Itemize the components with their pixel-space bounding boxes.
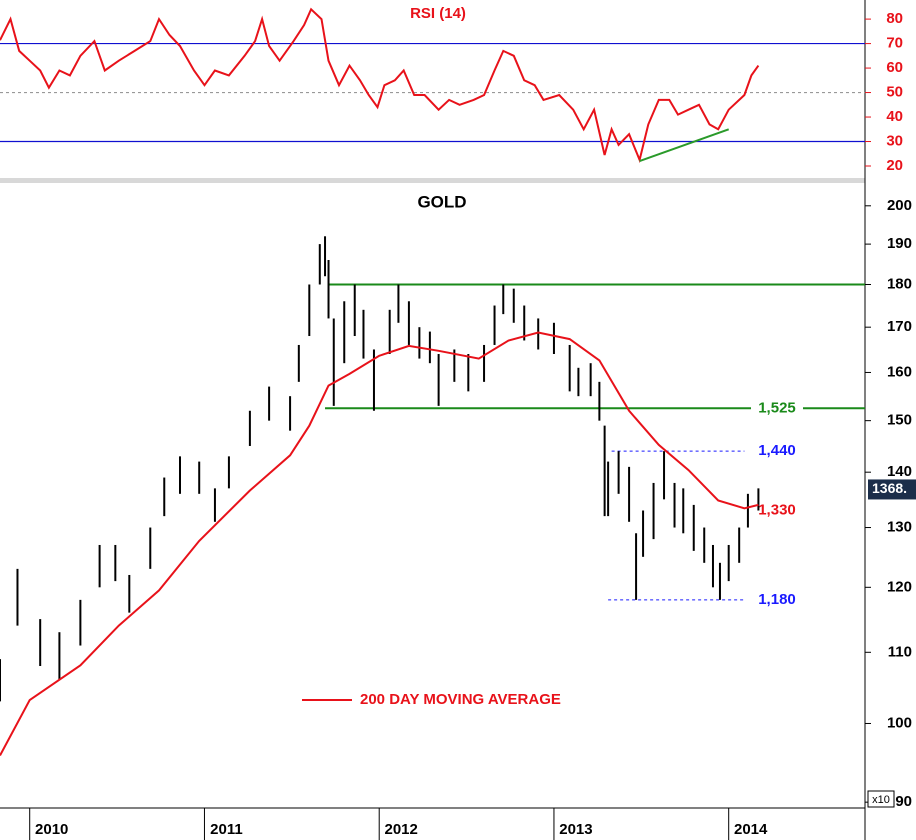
y-tick-label: 60 xyxy=(886,59,903,76)
y-tick-label: 50 xyxy=(886,84,903,101)
y-tick-label: 130 xyxy=(887,519,912,536)
y-tick-label: 120 xyxy=(887,578,912,595)
moving-average-line xyxy=(0,331,759,756)
level-label-bg xyxy=(751,501,803,520)
y-tick-label: 100 xyxy=(887,714,912,731)
y-unit: x10 xyxy=(872,794,890,806)
x-tick-label: 2014 xyxy=(734,821,768,838)
x-tick-label: 2012 xyxy=(385,821,418,838)
level-label: 1,525 xyxy=(758,399,796,416)
legend-label: 200 DAY MOVING AVERAGE xyxy=(360,691,561,708)
y-tick-label: 110 xyxy=(888,643,912,660)
panel-separator xyxy=(0,178,865,183)
y-tick-label: 150 xyxy=(887,412,912,429)
level-label-bg xyxy=(751,442,803,461)
level-label: 1,180 xyxy=(758,591,796,608)
x-tick-label: 2013 xyxy=(559,821,592,838)
y-tick-label: 170 xyxy=(887,318,912,335)
y-tick-label: 40 xyxy=(886,108,903,125)
last-price-label: 1368. xyxy=(872,480,907,496)
y-tick-label: 20 xyxy=(886,157,903,174)
last-price-box xyxy=(868,479,916,500)
x-tick-label: 2011 xyxy=(210,821,243,838)
unit-box xyxy=(867,790,895,808)
level-label-bg xyxy=(751,590,803,609)
y-tick-label: 200 xyxy=(887,197,912,214)
y-tick-label: 190 xyxy=(887,235,912,252)
rsi-title: RSI (14) xyxy=(410,5,466,22)
level-label-bg xyxy=(751,399,803,418)
y-tick-label: 30 xyxy=(886,132,903,149)
gold-title: GOLD xyxy=(417,192,466,211)
y-tick-label: 80 xyxy=(886,10,903,27)
rsi-line xyxy=(0,7,760,164)
trend-line xyxy=(639,128,730,163)
level-label: 1,440 xyxy=(758,442,796,459)
y-tick-label: 70 xyxy=(886,35,903,52)
level-label: 1,330 xyxy=(758,501,796,518)
y-tick-label: 160 xyxy=(887,363,912,380)
y-tick-label: 140 xyxy=(887,463,912,480)
y-tick-label: 90 xyxy=(895,793,912,810)
x-tick-label: 2010 xyxy=(35,821,68,838)
y-tick-label: 180 xyxy=(887,275,912,292)
